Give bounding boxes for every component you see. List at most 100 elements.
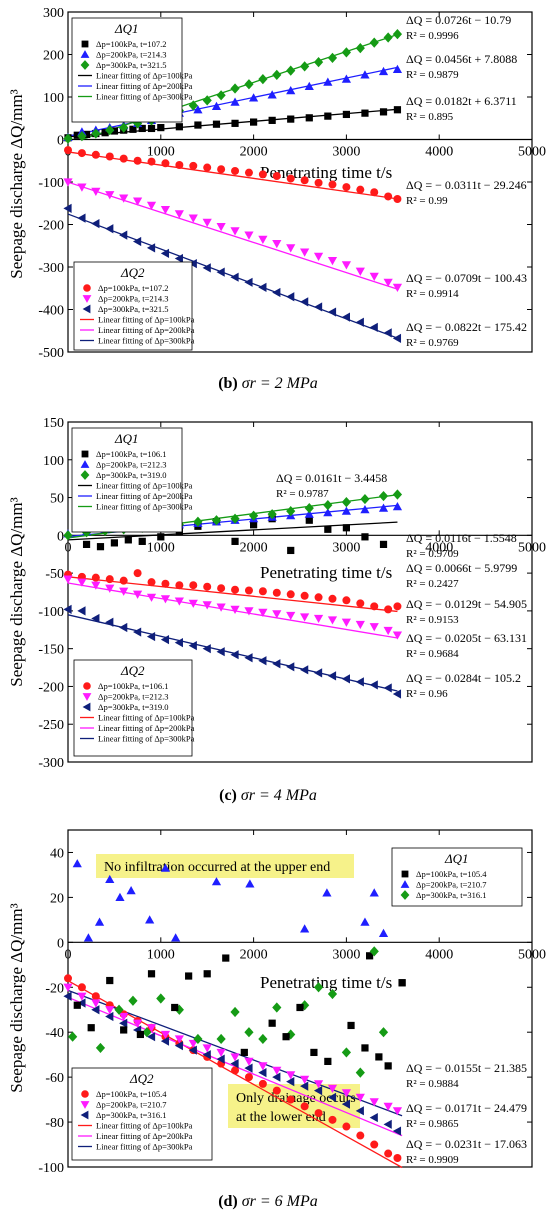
data-point bbox=[231, 1066, 240, 1075]
data-point bbox=[341, 1047, 351, 1058]
fit-r-squared: R² = 0.9684 bbox=[406, 648, 459, 660]
data-point bbox=[287, 115, 295, 123]
data-point bbox=[77, 998, 86, 1008]
data-point bbox=[160, 1036, 170, 1046]
data-point bbox=[300, 1000, 310, 1011]
legend-entry-label: Linear fitting of Δp=300kPa bbox=[96, 92, 193, 102]
data-point bbox=[314, 178, 323, 187]
data-point bbox=[286, 86, 296, 95]
data-point bbox=[147, 157, 156, 166]
data-point bbox=[313, 1080, 324, 1089]
data-point bbox=[360, 917, 370, 926]
data-point bbox=[119, 1018, 128, 1028]
data-point bbox=[272, 172, 281, 181]
data-point bbox=[369, 1098, 379, 1107]
data-point bbox=[286, 1095, 295, 1104]
data-point bbox=[369, 888, 379, 897]
y-tick-label: -100 bbox=[38, 605, 64, 620]
data-point bbox=[313, 614, 324, 624]
data-point bbox=[267, 90, 277, 99]
fit-annotation: ΔQ = 0.0182t + 6.3711 R² = 0.895 bbox=[406, 94, 517, 123]
data-point bbox=[258, 656, 267, 666]
data-point bbox=[105, 224, 114, 234]
fit-r-squared: R² = 0.9909 bbox=[406, 1154, 459, 1166]
data-point bbox=[392, 689, 402, 699]
data-point bbox=[244, 1063, 253, 1073]
data-point bbox=[160, 248, 170, 258]
data-point bbox=[327, 1084, 338, 1093]
data-point bbox=[244, 79, 254, 90]
data-point bbox=[202, 1050, 211, 1060]
data-point bbox=[147, 970, 156, 978]
data-point bbox=[231, 119, 239, 127]
data-point bbox=[258, 170, 267, 179]
y-tick-label: 40 bbox=[50, 846, 64, 861]
legend-top-left: ΔQ1 Δp=100kPa, t=106.1Δp=200kPa, t=212.3Δ… bbox=[71, 427, 193, 533]
y-tick-label: 50 bbox=[50, 492, 64, 507]
data-point bbox=[286, 244, 296, 253]
x-tick-label: 3000 bbox=[332, 145, 360, 160]
data-point bbox=[361, 109, 369, 117]
data-point bbox=[185, 972, 193, 980]
legend-entry-label: Δp=100kPa, t=105.4 bbox=[96, 1089, 167, 1099]
legend-entry-label: Δp=300kPa, t=319.0 bbox=[96, 470, 167, 480]
data-point bbox=[300, 297, 309, 307]
data-point bbox=[323, 77, 333, 86]
data-point bbox=[378, 66, 389, 76]
legend-marker bbox=[80, 1101, 90, 1109]
data-point bbox=[272, 240, 282, 249]
data-point bbox=[160, 206, 171, 215]
annotation-note: No infiltration occurred at the upper en… bbox=[96, 854, 354, 878]
data-point bbox=[244, 1027, 254, 1038]
data-point bbox=[328, 594, 337, 603]
data-point bbox=[244, 653, 253, 663]
data-point bbox=[231, 166, 240, 175]
data-point bbox=[392, 29, 403, 40]
x-tick-label: 1000 bbox=[147, 540, 175, 555]
data-point bbox=[300, 613, 310, 622]
data-point bbox=[202, 218, 212, 227]
caption-letter: (b) bbox=[218, 375, 242, 392]
data-point bbox=[250, 521, 258, 529]
data-point bbox=[392, 489, 403, 500]
data-point bbox=[392, 502, 403, 511]
data-point bbox=[370, 188, 379, 197]
legend-marker bbox=[400, 890, 410, 900]
data-point bbox=[240, 1048, 248, 1057]
caption-condition: σr = 6 MPa bbox=[242, 1193, 318, 1210]
legend-entry-label: Linear fitting of Δp=200kPa bbox=[96, 81, 193, 91]
fit-r-squared: R² = 0.9865 bbox=[406, 1118, 459, 1130]
data-point bbox=[369, 37, 379, 48]
data-point bbox=[383, 1119, 392, 1129]
data-point bbox=[287, 546, 295, 555]
series-triangle-left bbox=[63, 203, 402, 343]
data-point bbox=[378, 928, 389, 937]
data-point bbox=[355, 267, 365, 276]
data-point bbox=[356, 1131, 365, 1140]
data-point bbox=[161, 579, 170, 588]
x-tick-label: 4000 bbox=[425, 145, 453, 160]
fit-line bbox=[67, 521, 398, 541]
data-point bbox=[146, 1024, 157, 1033]
data-point bbox=[136, 1030, 144, 1039]
data-point bbox=[133, 156, 142, 165]
data-point bbox=[161, 159, 170, 168]
data-point bbox=[63, 530, 73, 541]
data-point bbox=[360, 70, 370, 79]
fit-annotation: ΔQ = − 0.0709t − 100.43 R² = 0.9914 bbox=[406, 271, 527, 300]
data-point bbox=[361, 1044, 369, 1052]
data-point bbox=[313, 982, 324, 993]
data-point bbox=[384, 1149, 393, 1158]
data-point bbox=[313, 302, 323, 312]
data-point bbox=[322, 888, 332, 897]
y-tick-label: -300 bbox=[38, 756, 64, 771]
data-point bbox=[119, 587, 129, 596]
data-point bbox=[129, 125, 137, 133]
data-point bbox=[250, 118, 258, 126]
legend-marker bbox=[80, 50, 90, 58]
x-axis-label: Penetrating time t/s bbox=[260, 563, 392, 582]
data-point bbox=[258, 587, 267, 596]
fit-annotation: ΔQ = − 0.0155t − 21.385 R² = 0.9884 bbox=[406, 1061, 527, 1090]
data-point bbox=[64, 974, 72, 983]
